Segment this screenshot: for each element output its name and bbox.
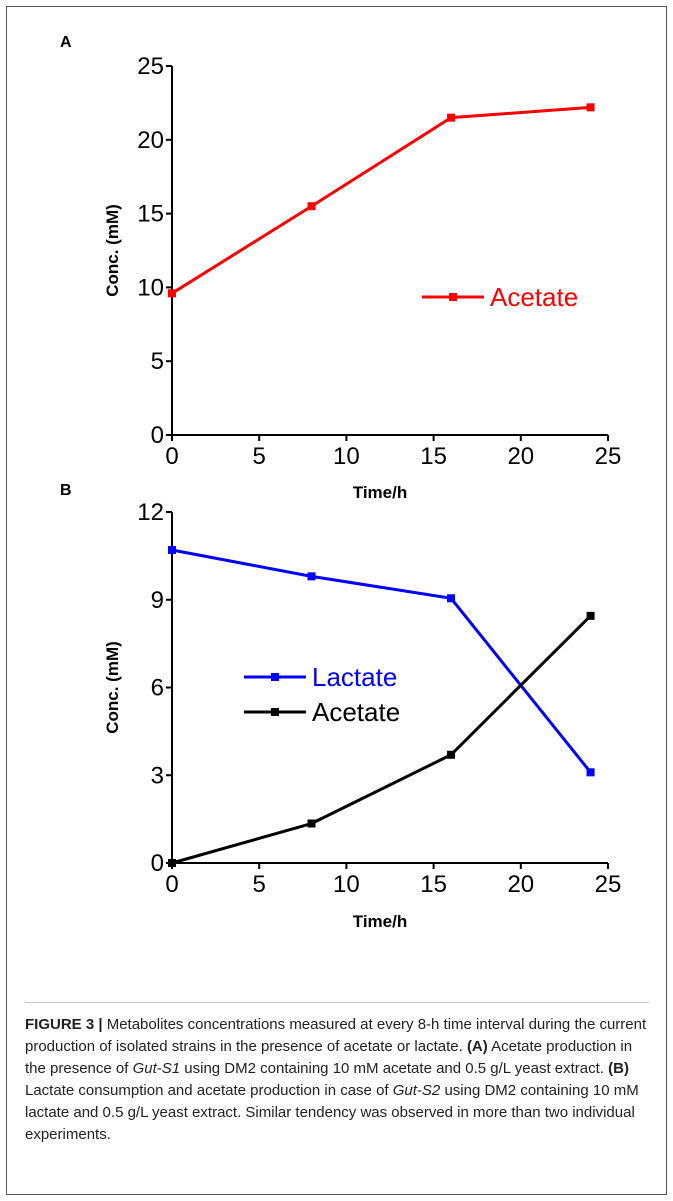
panel-label: B [60, 482, 72, 499]
y-axis-label: Conc. (mM) [103, 641, 122, 734]
x-tick-label: 15 [420, 443, 447, 470]
data-point [168, 859, 176, 867]
x-tick-label: 0 [165, 871, 178, 898]
data-point [447, 113, 456, 122]
y-tick-label: 20 [137, 127, 164, 154]
y-tick-label: 0 [151, 422, 164, 449]
legend-label: Acetate [490, 282, 578, 312]
data-point [168, 289, 176, 298]
y-tick-label: 9 [151, 587, 164, 614]
figure-frame [6, 6, 667, 1195]
x-tick-label: 0 [165, 443, 178, 470]
y-tick-label: 15 [137, 201, 164, 228]
figure-caption: FIGURE 3 | Metabolites concentrations me… [25, 1014, 649, 1146]
series-line [171, 614, 592, 865]
y-tick-label: 10 [137, 274, 164, 301]
y-tick-label: 0 [151, 850, 164, 877]
caption-figure-label: FIGURE 3 | [25, 1016, 103, 1033]
legend-marker [271, 673, 279, 681]
data-point [586, 103, 595, 112]
x-tick-label: 25 [595, 871, 622, 898]
data-point [586, 611, 595, 620]
data-point [586, 768, 595, 777]
x-tick-label: 20 [507, 443, 534, 470]
caption-text-5: using DM2 containing 10 mM lactate and 0… [25, 1082, 639, 1143]
legend-label: Lactate [312, 662, 397, 692]
x-tick-label: 20 [507, 871, 534, 898]
x-tick-label: 10 [333, 871, 360, 898]
legend-entry-acetate: Acetate [244, 697, 400, 727]
series-line [171, 105, 591, 295]
data-point [447, 750, 456, 759]
x-tick-label: 10 [333, 443, 360, 470]
y-tick-label: 6 [151, 675, 164, 702]
legend-entry-lactate: Lactate [244, 662, 397, 692]
caption-text-1: Metabolites concentrations measured at e… [25, 1016, 647, 1055]
caption-text-2: Acetate production in the presence of [25, 1038, 633, 1077]
y-axis-label: Conc. (mM) [103, 204, 122, 297]
legend-marker [449, 293, 457, 301]
chart-panel-a: A 0 5 10 15 20 25 0 5 10 15 20 25 Time/h Conc. (mM) Ace… [60, 34, 621, 502]
y-tick-label: 3 [151, 762, 164, 789]
legend-label: Acetate [312, 697, 400, 727]
x-tick-label: 25 [595, 443, 622, 470]
x-axis-label: Time/h [353, 483, 407, 502]
figure-charts: A 0 5 10 15 20 25 0 5 10 15 20 25 Time/h Conc. (mM) Ace… [60, 34, 621, 931]
caption-text-4: Lactate consumption and acetate producti… [25, 1082, 393, 1099]
data-point [307, 819, 316, 828]
y-tick-label: 5 [151, 348, 164, 375]
x-tick-label: 5 [253, 871, 266, 898]
y-tick-label: 25 [137, 53, 164, 80]
caption-strain-1: Gut-S1 [132, 1060, 181, 1077]
data-point [447, 594, 456, 603]
x-tick-label: 15 [420, 871, 447, 898]
x-tick-label: 5 [253, 443, 266, 470]
legend-marker [271, 708, 279, 716]
chart-panel-b: B 0 5 10 15 20 25 0 3 6 9 12 Time/h Conc. (mM) Lactate… [60, 482, 621, 931]
data-point [168, 546, 176, 555]
caption-label-a: (A) [466, 1038, 488, 1055]
caption-divider [25, 1002, 649, 1003]
series-acetate [168, 611, 595, 867]
caption-text-3: using DM2 containing 10 mM acetate and 0… [180, 1060, 609, 1077]
y-tick-label: 12 [137, 499, 164, 526]
legend-entry-acetate: Acetate [422, 282, 578, 312]
data-point [307, 572, 316, 581]
caption-label-b: (B) [608, 1060, 629, 1077]
caption-strain-2: Gut-S2 [392, 1082, 441, 1099]
x-axis-label: Time/h [353, 912, 407, 931]
series-acetate [168, 103, 595, 298]
panel-label: A [60, 34, 72, 51]
data-point [307, 202, 316, 211]
